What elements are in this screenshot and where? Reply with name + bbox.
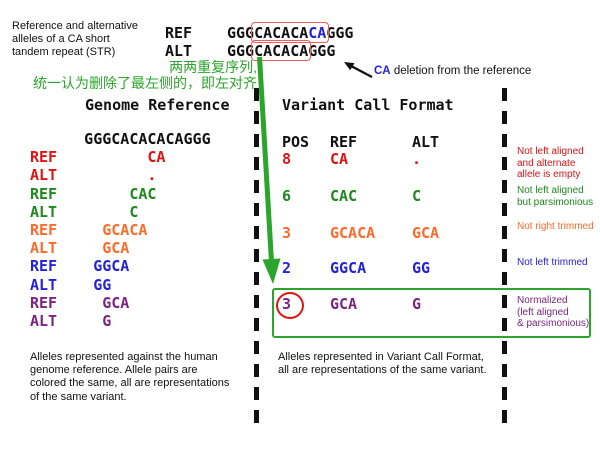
alignment-row: ALT C [30, 202, 139, 221]
alignment-row: ALT GG [30, 275, 112, 294]
alignment-row: REF GCA [30, 293, 130, 312]
deletion-note: CA deletion from the reference [374, 65, 531, 77]
ref-seq-post: GGG [326, 24, 354, 42]
top-alt-label: ALT [165, 42, 193, 60]
vcf-row-alt: G [412, 295, 422, 313]
alignment-row: REF GCACA [30, 221, 148, 240]
vcf-row-alt: GG [412, 258, 431, 277]
chinese-annotation: 两两重复序列, 统一认为删除了最左侧的，即左对齐 [33, 59, 257, 91]
vcf-row-ref: GGCA [330, 258, 367, 277]
vcf-panel-caption: Alleles represented in Variant Call Form… [278, 351, 487, 377]
deletion-note-ca: CA [374, 65, 391, 77]
alignment-row: REF GGCA [30, 257, 130, 276]
vcf-header-alt: ALT [412, 133, 440, 151]
ref-seq-ca-blue: CA [308, 24, 327, 42]
deletion-note-rest: deletion from the reference [390, 65, 532, 77]
ref-seq-boxed: CACACACA [251, 22, 330, 43]
chinese-annotation-line1: 两两重复序列, [169, 59, 257, 75]
vcf-row-note: Normalized (left aligned & parsimonious) [517, 295, 590, 330]
black-arrow-shaft [351, 65, 373, 79]
genome-alignment: GGGCACACACAGGG REF CA ALT . REF CAC ALT … [30, 130, 211, 330]
vcf-row-pos: 6 [282, 187, 292, 205]
normalized-highlight-box [272, 288, 591, 338]
vcf-row-note: Not left aligned and alternate allele is… [517, 146, 584, 181]
vcf-row-pos: 2 [282, 258, 292, 277]
vcf-row-ref: CAC [330, 187, 358, 205]
alt-seq-repeat: CACACA [254, 42, 309, 60]
top-alt-sequence: GGG CACACAGGG [227, 40, 336, 61]
alignment-row: ALT GCA [30, 239, 130, 258]
normalized-pos-circle [276, 292, 304, 319]
vcf-row-ref: GCA [330, 295, 358, 313]
alignment-row: ALT G [30, 312, 112, 331]
vcf-row-alt: . [412, 150, 422, 168]
vcf-row-ref: GCACA [330, 223, 376, 242]
chinese-annotation-line2: 统一认为删除了最左侧的，即左对齐 [33, 74, 257, 91]
vcf-row-alt: GCA [412, 223, 440, 242]
ref-seq-pre: GGG [227, 24, 255, 42]
green-arrow-shaft [257, 56, 274, 263]
vcf-row-note: Not left aligned but parsimonious [517, 185, 594, 208]
intro-text: Reference and alternative alleles of a C… [12, 20, 138, 59]
vcf-header-pos: POS [282, 133, 310, 151]
vcf-row-pos: 3 [282, 223, 292, 242]
alignment-row: GGGCACACACAGGG [84, 130, 211, 148]
alignment-row: REF CA [30, 148, 166, 167]
left-dashed-divider [254, 88, 259, 432]
vcf-row-ref: CA [330, 150, 349, 168]
alignment-row: ALT . [30, 166, 157, 185]
top-ref-sequence: GGG CACACACAGGG [227, 22, 354, 43]
genome-panel-title: Genome Reference [85, 96, 230, 114]
vcf-row-note: Not right trimmed [517, 221, 594, 232]
black-arrow-head [344, 62, 355, 71]
vcf-row-alt: C [412, 187, 422, 205]
ref-seq-repeat: CACACA [254, 24, 309, 42]
alt-seq-post: GGG [308, 42, 336, 60]
genome-panel-caption: Alleles represented against the human ge… [30, 351, 230, 403]
right-dashed-divider [502, 88, 507, 432]
vcf-row-note: Not left trimmed [517, 257, 588, 268]
vcf-row-pos: 8 [282, 150, 292, 168]
top-ref-label: REF [165, 24, 193, 42]
green-arrow-head [262, 258, 281, 284]
vcf-panel-title: Variant Call Format [282, 96, 454, 114]
alt-seq-boxed: CACACA [251, 40, 312, 61]
vcf-header-ref: REF [330, 133, 358, 151]
alt-seq-pre: GGG [227, 42, 255, 60]
alignment-row: REF CAC [30, 184, 157, 203]
